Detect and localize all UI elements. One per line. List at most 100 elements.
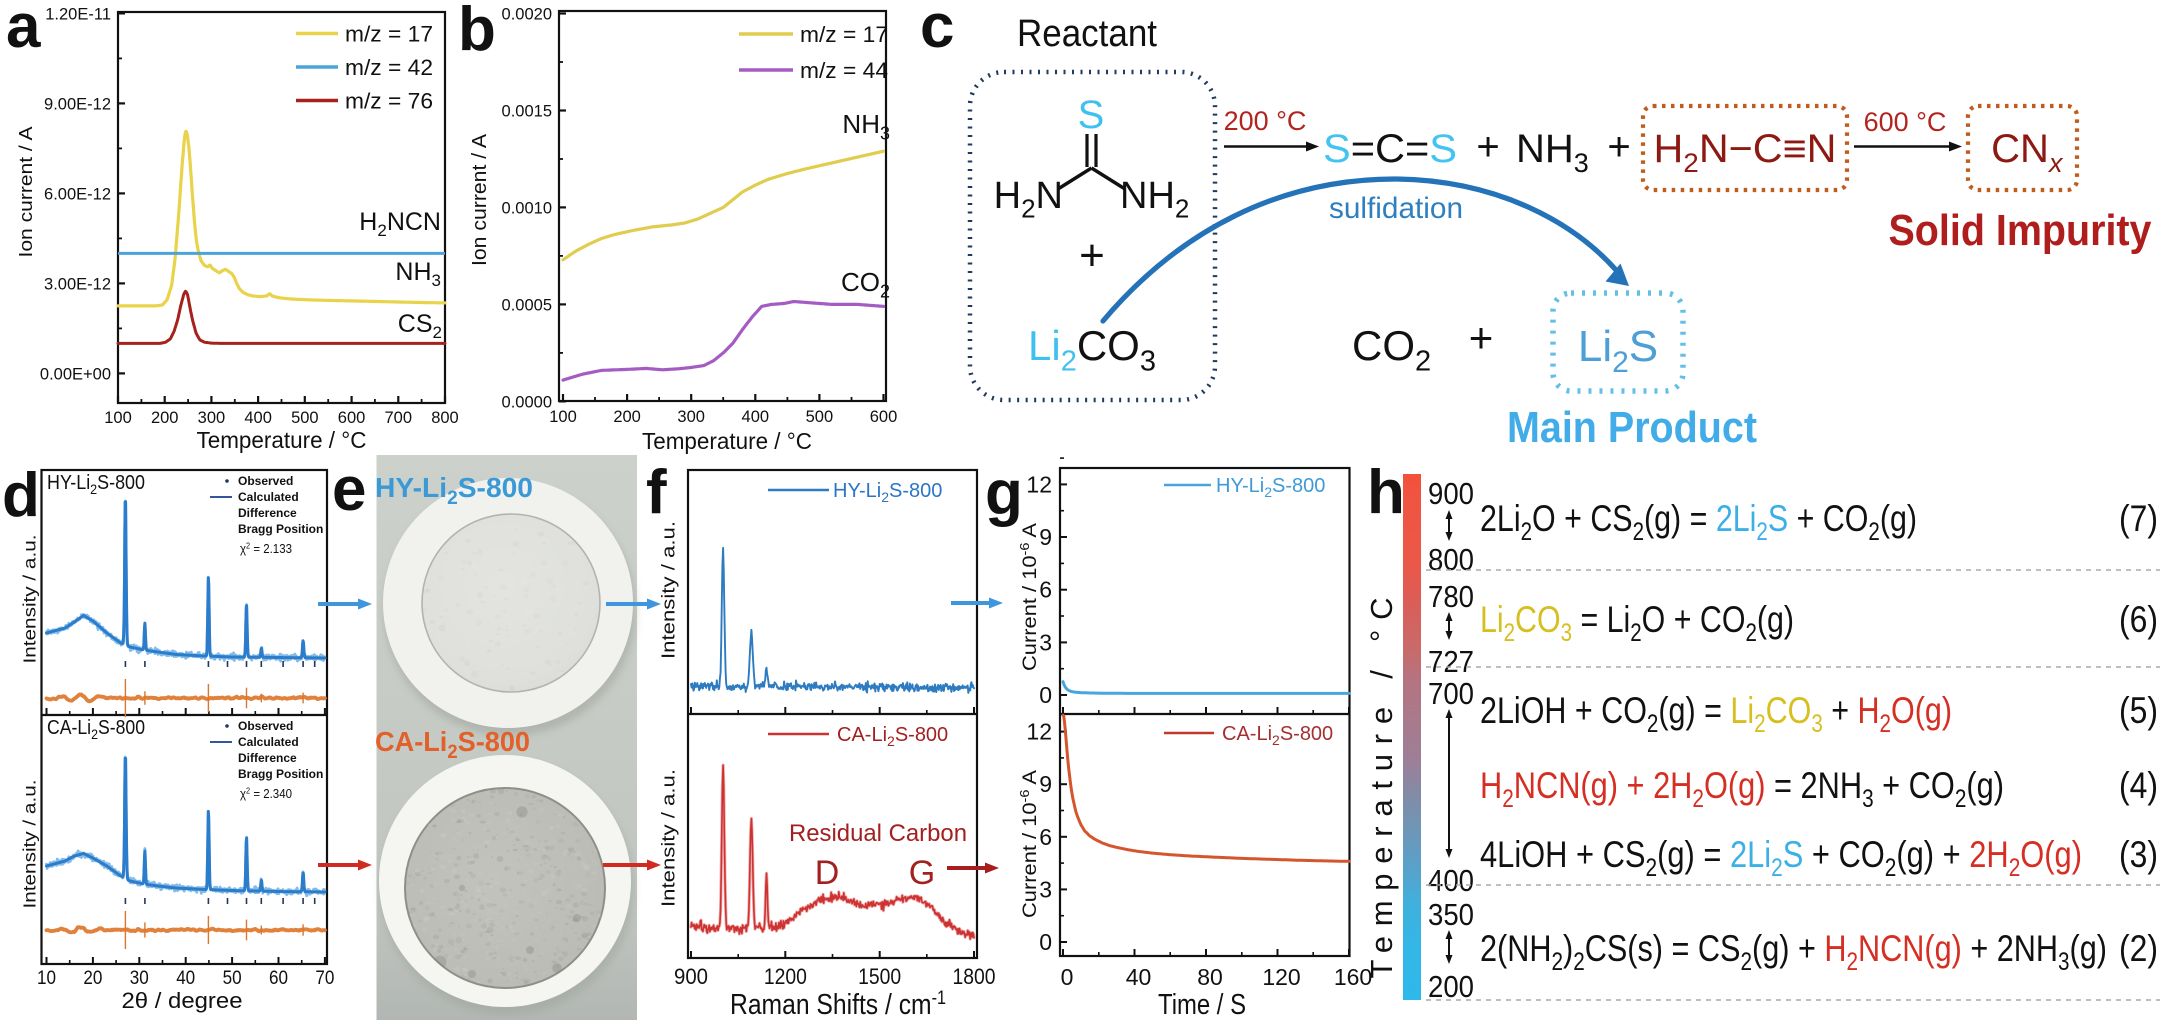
svg-text:900: 900 — [674, 964, 708, 989]
svg-text:HY-Li2​S-800: HY-Li2​S-800 — [47, 472, 145, 497]
svg-text:0: 0 — [1061, 964, 1074, 990]
svg-text:200 °C: 200 °C — [1224, 106, 1307, 136]
svg-text:NH3​: NH3​ — [395, 258, 441, 290]
svg-text:1.20E-11: 1.20E-11 — [45, 5, 111, 23]
svg-text:Main Product: Main Product — [1507, 403, 1757, 452]
svg-text:h: h — [1367, 458, 1405, 527]
svg-text:Solid Impurity: Solid Impurity — [1889, 206, 2152, 255]
svg-text:1800: 1800 — [953, 964, 996, 989]
svg-text:400: 400 — [742, 408, 770, 426]
svg-text:9: 9 — [1039, 524, 1052, 550]
svg-text:(6): (6) — [2119, 599, 2158, 640]
svg-text:e: e — [332, 455, 366, 524]
svg-text:6.00E-12: 6.00E-12 — [44, 185, 111, 203]
svg-text:Calculated: Calculated — [238, 735, 299, 749]
svg-text:0.0015: 0.0015 — [502, 102, 552, 120]
svg-text:0.0005: 0.0005 — [502, 296, 552, 314]
svg-text:S: S — [1078, 93, 1105, 137]
svg-text:780: 780 — [1428, 579, 1474, 614]
svg-text:12: 12 — [1026, 471, 1052, 497]
svg-text:m/z = 17: m/z = 17 — [345, 22, 433, 47]
svg-text:120: 120 — [1262, 964, 1300, 990]
svg-text:S=C=S: S=C=S — [1323, 127, 1457, 171]
svg-text:500: 500 — [291, 409, 319, 427]
svg-text:(4): (4) — [2119, 765, 2158, 806]
svg-text:Ion current / A: Ion current / A — [15, 126, 36, 258]
svg-text:(5): (5) — [2119, 690, 2158, 731]
svg-text:1500: 1500 — [858, 964, 901, 989]
svg-text:+: + — [1476, 125, 1499, 169]
svg-text:CA-Li2​S-800: CA-Li2​S-800 — [375, 726, 530, 763]
svg-text:3.00E-12: 3.00E-12 — [44, 275, 111, 293]
svg-text:1200: 1200 — [764, 964, 807, 989]
svg-text:CN: CN — [1991, 127, 2049, 171]
svg-text:sulfidation: sulfidation — [1329, 192, 1463, 225]
svg-text:(2): (2) — [2119, 928, 2158, 969]
svg-text:Current / 10-6​ A: Current / 10-6​ A — [1017, 523, 1041, 671]
svg-text:Intensity / a.u.: Intensity / a.u. — [659, 769, 679, 907]
svg-text:600 °C: 600 °C — [1864, 107, 1947, 137]
svg-text:Observed: Observed — [238, 474, 293, 488]
svg-text:400: 400 — [244, 409, 272, 427]
svg-text:Current / 10-6​ A: Current / 10-6​ A — [1017, 770, 1041, 918]
svg-text:D: D — [815, 854, 840, 892]
svg-text:CO2​: CO2​ — [1352, 322, 1431, 378]
svg-text:0: 0 — [1039, 682, 1052, 708]
svg-text:20: 20 — [83, 968, 102, 989]
svg-text:2θ / degree: 2θ / degree — [122, 988, 243, 1013]
svg-text:Raman Shifts / cm-1​: Raman Shifts / cm-1​ — [730, 988, 946, 1020]
svg-text:χ2​ = 2.340: χ2​ = 2.340 — [240, 787, 292, 801]
svg-text:Li2​CO3​ = Li2​O + CO2​(g): Li2​CO3​ = Li2​O + CO2​(g) — [1480, 599, 1794, 647]
svg-text:CS2​: CS2​ — [398, 310, 442, 342]
svg-text:m/z = 17: m/z = 17 — [800, 22, 888, 47]
svg-text:Temperature / °C: Temperature / °C — [1364, 598, 1399, 979]
svg-text:G: G — [909, 854, 935, 892]
svg-text:900: 900 — [1428, 476, 1474, 511]
svg-text:HY-Li2​S-800: HY-Li2​S-800 — [833, 480, 942, 505]
svg-text:600: 600 — [338, 409, 366, 427]
svg-text:6: 6 — [1039, 824, 1052, 850]
svg-text:Reactant: Reactant — [1017, 13, 1157, 55]
svg-text:+: + — [1469, 314, 1494, 361]
svg-text:Residual Carbon: Residual Carbon — [789, 820, 967, 847]
svg-text:600: 600 — [870, 408, 898, 426]
svg-text:0.0020: 0.0020 — [502, 6, 552, 24]
svg-text:+: + — [1607, 125, 1630, 169]
svg-text:Intensity / a.u.: Intensity / a.u. — [659, 521, 679, 659]
svg-text:d: d — [2, 461, 40, 530]
svg-text:Calculated: Calculated — [238, 490, 299, 504]
svg-text:χ2​ = 2.133: χ2​ = 2.133 — [240, 542, 292, 556]
svg-text:H2​NCN: H2​NCN — [359, 208, 441, 240]
svg-text:300: 300 — [677, 408, 705, 426]
svg-text:Bragg Position: Bragg Position — [238, 522, 323, 536]
svg-text:700: 700 — [384, 409, 412, 427]
svg-text:(7): (7) — [2119, 498, 2158, 539]
svg-text:m/z = 76: m/z = 76 — [345, 89, 433, 114]
svg-text:HY-Li2​S-800: HY-Li2​S-800 — [1216, 475, 1325, 500]
svg-text:200: 200 — [151, 409, 179, 427]
svg-text:200: 200 — [1428, 969, 1474, 1004]
svg-text:350: 350 — [1428, 897, 1474, 932]
svg-text:50: 50 — [223, 968, 242, 989]
svg-text:0.0010: 0.0010 — [502, 199, 552, 217]
svg-text:NH3​: NH3​ — [842, 109, 890, 144]
svg-text:Observed: Observed — [238, 719, 293, 733]
svg-text:2(NH2​)2​CS(s) = CS2​(g) + H2​: 2(NH2​)2​CS(s) = CS2​(g) + H2​NCN(g) + 2… — [1480, 928, 2107, 976]
svg-text:a: a — [6, 0, 41, 61]
svg-text:10: 10 — [37, 968, 56, 989]
svg-text:400: 400 — [1428, 863, 1474, 898]
svg-text:H2​NCN(g) + 2H2​O(g) = 2NH3​ +: H2​NCN(g) + 2H2​O(g) = 2NH3​ + CO2​(g) — [1480, 765, 2004, 813]
svg-text:Difference: Difference — [238, 751, 297, 765]
svg-text:NH2​: NH2​ — [1120, 175, 1189, 224]
svg-text:500: 500 — [806, 408, 834, 426]
svg-text:9: 9 — [1039, 771, 1052, 797]
svg-text:160: 160 — [1334, 964, 1372, 990]
svg-text:b: b — [458, 0, 496, 64]
svg-text:Temperature / °C: Temperature / °C — [197, 427, 367, 453]
svg-text:2Li2​O + CS2​(g) = 2Li2​S + CO: 2Li2​O + CS2​(g) = 2Li2​S + CO2​(g) — [1480, 498, 1917, 546]
svg-text:0.0000: 0.0000 — [502, 393, 552, 411]
svg-text:(3): (3) — [2119, 834, 2158, 875]
svg-text:70: 70 — [315, 968, 334, 989]
svg-text:H2​N: H2​N — [994, 175, 1063, 224]
svg-text:H2​N−C≡N: H2​N−C≡N — [1654, 127, 1837, 178]
